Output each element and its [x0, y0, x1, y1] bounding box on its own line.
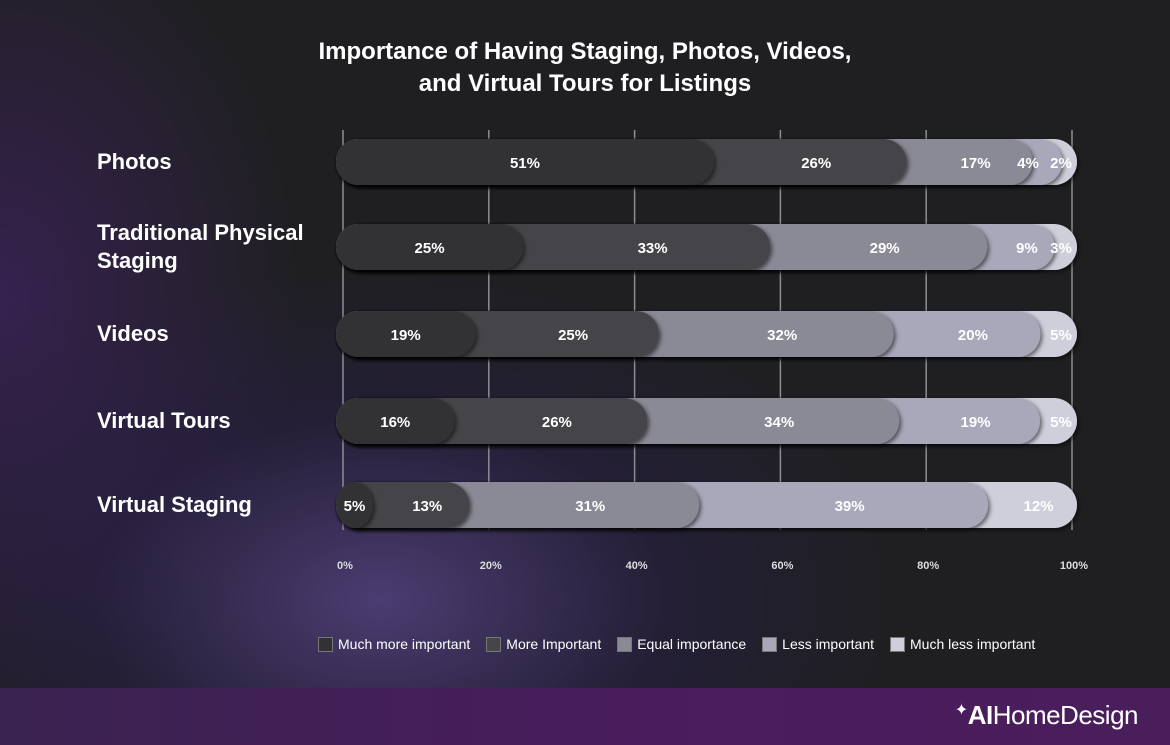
bar-segment — [336, 482, 374, 528]
data-label: 34% — [764, 414, 794, 431]
data-label: 29% — [870, 240, 900, 257]
category-label: Photos — [97, 149, 172, 174]
legend-label: More Important — [506, 636, 602, 652]
x-tick-label: 0% — [337, 560, 353, 572]
sparkle-icon: ✦ — [954, 702, 968, 719]
data-label: 12% — [1024, 498, 1054, 515]
legend-swatch — [617, 636, 633, 652]
category-label: Virtual Staging — [97, 492, 252, 517]
legend-swatch — [890, 636, 905, 652]
bar-segment — [336, 224, 524, 270]
legend-item: Much less important — [890, 636, 1035, 652]
data-label: 25% — [558, 327, 588, 344]
data-label: 51% — [510, 155, 540, 172]
legend-item: Less important — [762, 636, 874, 652]
x-tick-label: 60% — [771, 560, 793, 572]
data-label: 26% — [542, 414, 572, 431]
data-label: 33% — [638, 240, 668, 257]
bar-segment — [336, 311, 476, 357]
data-label: 25% — [415, 240, 445, 257]
legend-item: Equal importance — [617, 636, 746, 652]
category-label: Traditional Physical Staging — [97, 220, 304, 273]
footer-band: ✦AIHomeDesign — [0, 688, 1170, 745]
data-label: 3% — [1050, 240, 1072, 257]
data-label: 16% — [380, 414, 410, 431]
category-label: Virtual Tours — [97, 408, 231, 433]
bar-row: 16% 26% 34% 19% 5% — [336, 398, 1077, 444]
data-label: 5% — [1050, 327, 1072, 344]
data-label: 5% — [344, 498, 366, 515]
data-label: 4% — [1017, 155, 1039, 172]
data-label: 17% — [961, 155, 991, 172]
x-tick-label: 80% — [917, 560, 939, 572]
data-label: 5% — [1050, 414, 1072, 431]
category-label: Videos — [97, 321, 169, 346]
data-label: 20% — [958, 327, 988, 344]
legend-swatch — [318, 636, 333, 652]
bar-segment — [336, 398, 455, 444]
bar-row: 51% 26% 17% 4% 2% — [336, 139, 1077, 185]
legend-swatch — [762, 636, 778, 652]
data-label: 32% — [767, 327, 797, 344]
legend-swatch — [486, 636, 502, 652]
legend: Much more important More Important Equal i… — [318, 636, 1035, 652]
legend-label: Much more important — [338, 636, 471, 652]
data-label: 2% — [1050, 155, 1072, 172]
bar-row: 5% 13% 31% 39% 12% — [336, 482, 1077, 528]
data-label: 13% — [412, 498, 442, 515]
data-label: 31% — [575, 498, 605, 515]
legend-label: Much less important — [910, 636, 1036, 652]
data-label: 19% — [391, 327, 421, 344]
data-label: 26% — [801, 155, 831, 172]
legend-item: Much more important — [318, 636, 470, 652]
bar-row: 25% 33% 29% 9% 3% — [336, 224, 1077, 270]
data-label: 39% — [835, 498, 865, 515]
bar-segment — [336, 139, 714, 185]
data-label: 9% — [1016, 240, 1038, 257]
title-line-1: Importance of Having Staging, Photos, Vi… — [318, 38, 852, 65]
legend-item: More Important — [486, 636, 601, 652]
x-tick-label: 20% — [480, 560, 502, 572]
legend-label: Less important — [782, 636, 874, 652]
legend-label: Equal importance — [637, 636, 747, 652]
x-tick-label: 40% — [626, 560, 648, 572]
data-label: 19% — [961, 414, 991, 431]
x-tick-label: 100% — [1060, 560, 1088, 572]
bar-row: 19% 25% 32% 20% 5% — [336, 311, 1077, 357]
title-line-2: and Virtual Tours for Listings — [418, 70, 752, 97]
brand-logo: ✦AIHomeDesign — [954, 700, 1139, 730]
chart-title: Importance of Having Staging, Photos, Vi… — [0, 36, 1170, 100]
